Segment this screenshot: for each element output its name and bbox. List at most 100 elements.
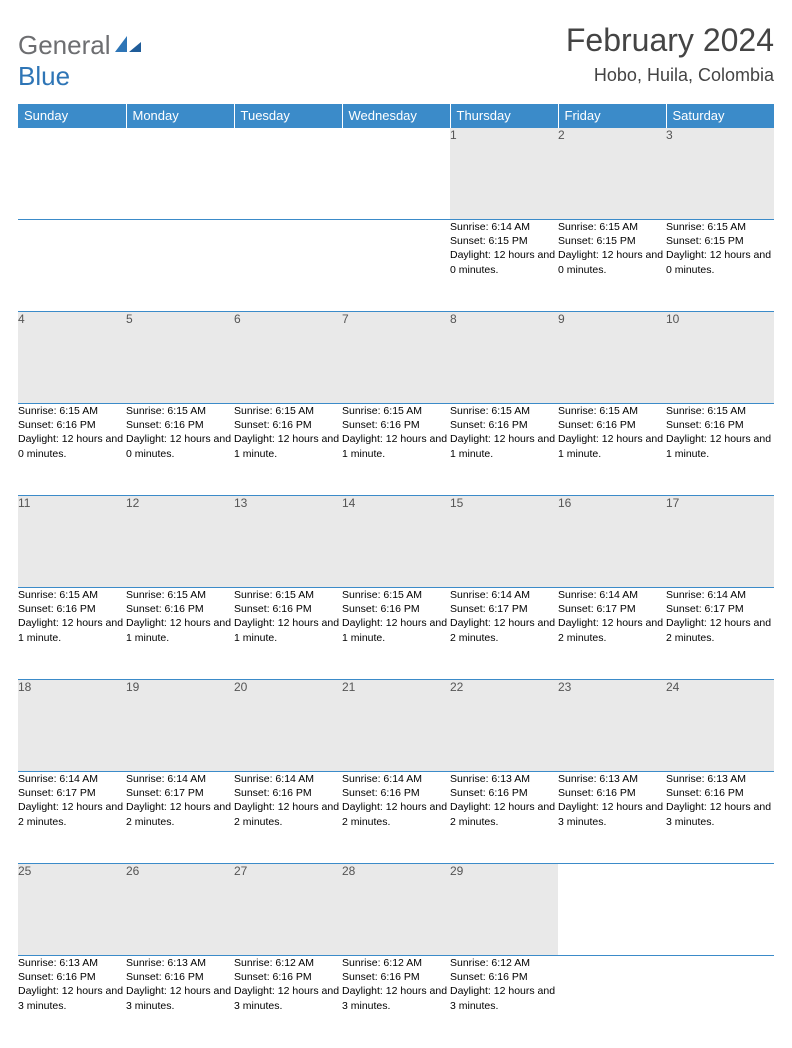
page-header: GeneralBlue February 2024 Hobo, Huila, C… xyxy=(18,22,774,92)
sunrise-line: Sunrise: 6:15 AM xyxy=(558,405,638,417)
day-content-cell: Sunrise: 6:14 AMSunset: 6:17 PMDaylight:… xyxy=(450,588,558,680)
sunrise-line: Sunrise: 6:14 AM xyxy=(450,221,530,233)
day-content-cell: Sunrise: 6:14 AMSunset: 6:15 PMDaylight:… xyxy=(450,220,558,312)
sunset-line: Sunset: 6:16 PM xyxy=(450,971,528,983)
day-number-cell: 7 xyxy=(342,312,450,404)
sunrise-line: Sunrise: 6:13 AM xyxy=(126,957,206,969)
day-content-cell: Sunrise: 6:15 AMSunset: 6:16 PMDaylight:… xyxy=(666,404,774,496)
day-content-cell xyxy=(558,956,666,1048)
daylight-line: Daylight: 12 hours and 1 minute. xyxy=(558,433,663,459)
day-number-row: 45678910 xyxy=(18,312,774,404)
day-content-cell xyxy=(126,220,234,312)
sunrise-line: Sunrise: 6:15 AM xyxy=(18,405,98,417)
day-number-cell xyxy=(234,128,342,220)
sunset-line: Sunset: 6:17 PM xyxy=(558,603,636,615)
sunrise-line: Sunrise: 6:12 AM xyxy=(342,957,422,969)
sunrise-line: Sunrise: 6:15 AM xyxy=(234,405,314,417)
weekday-header: Sunday xyxy=(18,104,126,128)
day-number-cell xyxy=(126,128,234,220)
day-content-cell: Sunrise: 6:15 AM Sunset: 6:16 PM Daylight:… xyxy=(18,404,126,496)
sunset-line: Sunset: 6:16 PM xyxy=(234,971,312,983)
weekday-header: Thursday xyxy=(450,104,558,128)
sunset-line: Sunset: 6:16 PM xyxy=(342,971,420,983)
day-number-cell: 10 xyxy=(666,312,774,404)
sunset-line: Sunset: 6:16 PM xyxy=(666,419,744,431)
day-content-cell xyxy=(666,956,774,1048)
day-number-cell: 29 xyxy=(450,864,558,956)
daylight-line: Daylight: 12 hours and 2 minutes. xyxy=(558,617,663,643)
sunrise-line: Sunrise: 6:14 AM xyxy=(342,773,422,785)
daylight-line: Daylight: 12 hours and 3 minutes. xyxy=(666,801,771,827)
sunset-line: Sunset: 6:16 PM xyxy=(18,419,96,431)
day-number-cell: 16 xyxy=(558,496,666,588)
sunset-line: Sunset: 6:16 PM xyxy=(234,787,312,799)
day-content-cell: Sunrise: 6:15 AMSunset: 6:16 PMDaylight:… xyxy=(342,588,450,680)
daylight-line: Daylight: 12 hours and 3 minutes. xyxy=(234,985,339,1011)
sunrise-line: Sunrise: 6:14 AM xyxy=(234,773,314,785)
day-content-cell: Sunrise: 6:13 AM Sunset: 6:16 PM Daylight:… xyxy=(126,956,234,1048)
sunrise-line: Sunrise: 6:15 AM xyxy=(666,405,746,417)
sunrise-line: Sunrise: 6:14 AM xyxy=(666,589,746,601)
day-number-row: 2526272829 xyxy=(18,864,774,956)
daylight-line: Daylight: 12 hours and 2 minutes. xyxy=(18,801,123,827)
day-content-cell xyxy=(234,220,342,312)
daylight-line: Daylight: 12 hours and 1 minute. xyxy=(234,617,339,643)
day-number-cell: 15 xyxy=(450,496,558,588)
sunset-line: Sunset: 6:16 PM xyxy=(342,603,420,615)
sunrise-line: Sunrise: 6:15 AM xyxy=(342,405,422,417)
sunrise-line: Sunrise: 6:15 AM xyxy=(234,589,314,601)
calendar-table: SundayMondayTuesdayWednesdayThursdayFrid… xyxy=(18,104,774,1048)
sunset-line: Sunset: 6:16 PM xyxy=(558,787,636,799)
day-content-cell: Sunrise: 6:14 AMSunset: 6:16 PMDaylight:… xyxy=(342,772,450,864)
sunrise-line: Sunrise: 6:14 AM xyxy=(18,773,98,785)
sunset-line: Sunset: 6:16 PM xyxy=(126,603,204,615)
day-number-cell: 24 xyxy=(666,680,774,772)
sunrise-line: Sunrise: 6:14 AM xyxy=(558,589,638,601)
day-content-cell: Sunrise: 6:15 AMSunset: 6:15 PMDaylight:… xyxy=(558,220,666,312)
day-content-cell: Sunrise: 6:15 AM Sunset: 6:16 PM Daylight:… xyxy=(126,588,234,680)
day-number-cell: 3 xyxy=(666,128,774,220)
weekday-header: Friday xyxy=(558,104,666,128)
sunset-line: Sunset: 6:16 PM xyxy=(666,787,744,799)
day-number-cell: 5 xyxy=(126,312,234,404)
day-number-cell xyxy=(666,864,774,956)
brand-part2: Blue xyxy=(18,61,70,91)
sunset-line: Sunset: 6:16 PM xyxy=(234,603,312,615)
day-number-row: 11121314151617 xyxy=(18,496,774,588)
daylight-line: Daylight: 12 hours and 0 minutes. xyxy=(18,433,123,459)
day-content-cell: Sunrise: 6:12 AMSunset: 6:16 PMDaylight:… xyxy=(234,956,342,1048)
daylight-line: Daylight: 12 hours and 3 minutes. xyxy=(558,801,663,827)
day-content-cell: Sunrise: 6:13 AMSunset: 6:16 PMDaylight:… xyxy=(666,772,774,864)
day-content-cell: Sunrise: 6:15 AMSunset: 6:16 PMDaylight:… xyxy=(450,404,558,496)
day-number-cell xyxy=(18,128,126,220)
weekday-header: Tuesday xyxy=(234,104,342,128)
sunset-line: Sunset: 6:16 PM xyxy=(126,971,204,983)
sunset-line: Sunset: 6:16 PM xyxy=(126,419,204,431)
day-content-cell: Sunrise: 6:14 AM Sunset: 6:17 PM Daylight:… xyxy=(558,588,666,680)
daylight-line: Daylight: 12 hours and 1 minute. xyxy=(342,433,447,459)
sunset-line: Sunset: 6:17 PM xyxy=(666,603,744,615)
daylight-line: Daylight: 12 hours and 3 minutes. xyxy=(126,985,231,1011)
day-number-cell: 20 xyxy=(234,680,342,772)
weekday-header: Monday xyxy=(126,104,234,128)
day-number-cell: 4 xyxy=(18,312,126,404)
day-number-cell: 26 xyxy=(126,864,234,956)
day-number-cell: 19 xyxy=(126,680,234,772)
sunset-line: Sunset: 6:16 PM xyxy=(18,603,96,615)
day-content-cell: Sunrise: 6:15 AMSunset: 6:16 PMDaylight:… xyxy=(342,404,450,496)
sunrise-line: Sunrise: 6:15 AM xyxy=(18,589,98,601)
sunset-line: Sunset: 6:17 PM xyxy=(18,787,96,799)
sunrise-line: Sunrise: 6:15 AM xyxy=(126,589,206,601)
weekday-header: Saturday xyxy=(666,104,774,128)
day-number-cell: 6 xyxy=(234,312,342,404)
day-number-cell: 21 xyxy=(342,680,450,772)
day-content-row: Sunrise: 6:14 AM Sunset: 6:17 PM Daylight:… xyxy=(18,772,774,864)
day-number-cell: 28 xyxy=(342,864,450,956)
daylight-line: Daylight: 12 hours and 3 minutes. xyxy=(450,985,555,1011)
brand-sail-icon xyxy=(115,30,145,61)
day-number-cell: 11 xyxy=(18,496,126,588)
day-content-cell: Sunrise: 6:15 AMSunset: 6:16 PMDaylight:… xyxy=(126,404,234,496)
daylight-line: Daylight: 12 hours and 2 minutes. xyxy=(234,801,339,827)
daylight-line: Daylight: 12 hours and 1 minute. xyxy=(126,617,231,643)
sunrise-line: Sunrise: 6:15 AM xyxy=(558,221,638,233)
